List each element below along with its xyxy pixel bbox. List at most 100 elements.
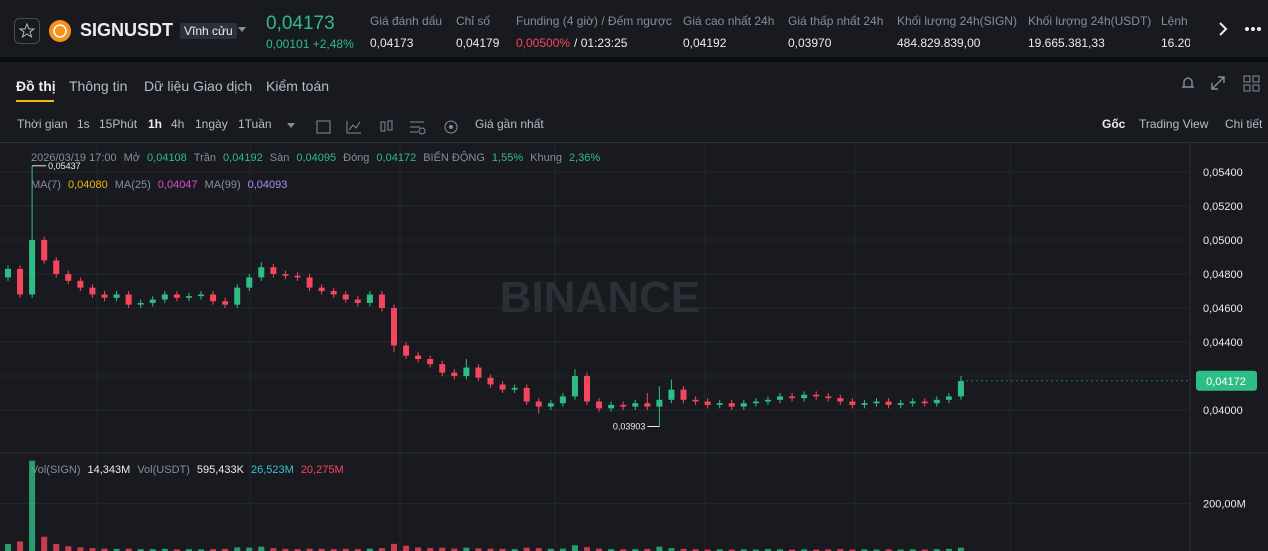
volume-bar <box>53 543 60 551</box>
toolbar-icons[interactable] <box>285 118 485 138</box>
volume-bar <box>789 549 796 551</box>
stat-value-row: 0,04192 <box>683 28 774 50</box>
candle-body <box>764 399 771 402</box>
ma-label: MA(7) <box>31 179 61 191</box>
symbol[interactable]: SIGNUSDT <box>80 20 174 40</box>
volume-bar <box>234 547 241 551</box>
view-option[interactable]: Trading View <box>1139 117 1209 131</box>
interval[interactable]: Thời gian <box>17 117 68 131</box>
volume-bar <box>752 549 759 551</box>
volume-bar <box>596 548 603 551</box>
interval[interactable]: 1s <box>77 117 90 131</box>
view-option[interactable]: Gốc <box>1102 117 1126 131</box>
candle-body <box>680 389 687 400</box>
watermark: BINANCE <box>500 273 700 322</box>
candle-body <box>366 294 373 303</box>
candle-body <box>777 396 783 400</box>
candle-body <box>752 401 759 404</box>
candle-body <box>596 401 603 409</box>
volume-bar <box>41 536 48 551</box>
candle-body <box>909 401 916 404</box>
stat-label: Giá đánh dấu <box>370 14 443 28</box>
candle-body <box>306 277 313 288</box>
interval[interactable]: 1h <box>148 117 163 131</box>
candle-body <box>234 287 241 305</box>
candle-body <box>644 403 651 407</box>
dropdown-caret[interactable] <box>238 27 246 33</box>
volume-bar <box>704 549 711 551</box>
volume-bar <box>897 549 904 551</box>
stat-value-row: 0,04179 <box>456 28 499 50</box>
price-change: 0,00101 +2,48% <box>266 37 354 51</box>
y-tick-label: 0,04600 <box>1203 303 1243 315</box>
stat-label: Funding (4 giờ) / Đếm ngược <box>516 14 672 28</box>
candle-body <box>704 401 711 405</box>
scroll-right[interactable] <box>1218 22 1228 36</box>
candle-body <box>897 403 904 405</box>
volume-bar <box>330 549 337 551</box>
candle-body <box>837 398 844 402</box>
favorite-star[interactable] <box>14 18 40 44</box>
candle-body <box>584 376 590 402</box>
view-option[interactable]: Chi tiết <box>1225 117 1263 131</box>
chart-panel: Đồ thị Thông tin Dữ liệu Giao dịch Kiểm toá… <box>0 62 1268 551</box>
ma-label: MA(25) <box>114 179 151 191</box>
candle-body <box>656 399 663 407</box>
legend-label: Trần <box>193 152 217 164</box>
legend-label: Đóng <box>343 152 370 164</box>
funding-countdown: / 01:23:25 <box>574 36 628 50</box>
volume-bar <box>125 548 132 551</box>
annotation-label: 0,03903 <box>613 422 646 432</box>
volume-bar <box>632 549 639 551</box>
volume-bar <box>921 549 928 551</box>
candle-body <box>77 280 84 288</box>
vol-ma-value: 20,275M <box>300 464 344 476</box>
candle-body <box>391 308 397 346</box>
legend-value: 2,36% <box>568 152 601 164</box>
panel-icons[interactable] <box>1178 73 1268 93</box>
candle-body <box>451 372 458 377</box>
vol-tick-label: 200,00M <box>1203 498 1246 510</box>
tab[interactable]: Dữ liệu Giao dịch <box>144 78 253 94</box>
volume-bar <box>825 549 832 551</box>
tab[interactable]: Kiểm toán <box>266 78 330 94</box>
interval[interactable]: 15Phút <box>99 117 138 131</box>
ma-value: 0,04047 <box>157 179 198 191</box>
stat: Khối lượng 24h(USDT) 19.665.381,33 <box>1028 14 1151 50</box>
volume-bar <box>716 549 723 551</box>
candle-body <box>873 401 880 404</box>
stat-value: 0,04192 <box>683 36 727 50</box>
volume-bar <box>391 543 397 551</box>
interval[interactable]: 1Tuần <box>238 117 272 131</box>
price-type[interactable]: Giá gần nhất <box>475 117 544 131</box>
volume-bar <box>246 547 253 551</box>
vol-usdt-value: 595,433K <box>196 464 244 476</box>
volume-bar <box>692 549 699 551</box>
candle-body <box>728 403 735 407</box>
candle-body <box>559 396 566 404</box>
stat-label: Giá cao nhất 24h <box>683 14 775 28</box>
volume-bar <box>620 549 627 551</box>
interval[interactable]: 4h <box>171 117 185 131</box>
y-tick-label: 0,05400 <box>1203 167 1243 179</box>
volume-bar <box>873 549 880 551</box>
candle-body <box>101 294 108 298</box>
interval[interactable]: 1ngày <box>195 117 228 131</box>
volume-bar <box>149 549 156 551</box>
volume-bar <box>137 549 144 551</box>
tab[interactable]: Đồ thị <box>16 78 56 94</box>
legend-time: 2026/03/19 17:00 <box>31 152 117 164</box>
stat-value-row: 0,03970 <box>788 28 883 50</box>
legend-value: 0,04192 <box>223 152 263 164</box>
stat-label: Giá thấp nhất 24h <box>788 14 884 28</box>
tab[interactable]: Thông tin <box>69 78 128 94</box>
candle-body <box>5 268 11 278</box>
more-menu[interactable] <box>1245 26 1261 32</box>
stat-value-row: 484.829.839,00 <box>897 28 1017 50</box>
ma-legend: MA(7) 0,04080 MA(25) 0,04047 MA(99) 0,04093 <box>31 179 287 191</box>
volume-bar <box>306 548 313 551</box>
candle-body <box>113 294 120 298</box>
candle-body <box>294 275 301 278</box>
volume-bar <box>728 549 735 551</box>
ma-label: MA(99) <box>204 179 241 191</box>
